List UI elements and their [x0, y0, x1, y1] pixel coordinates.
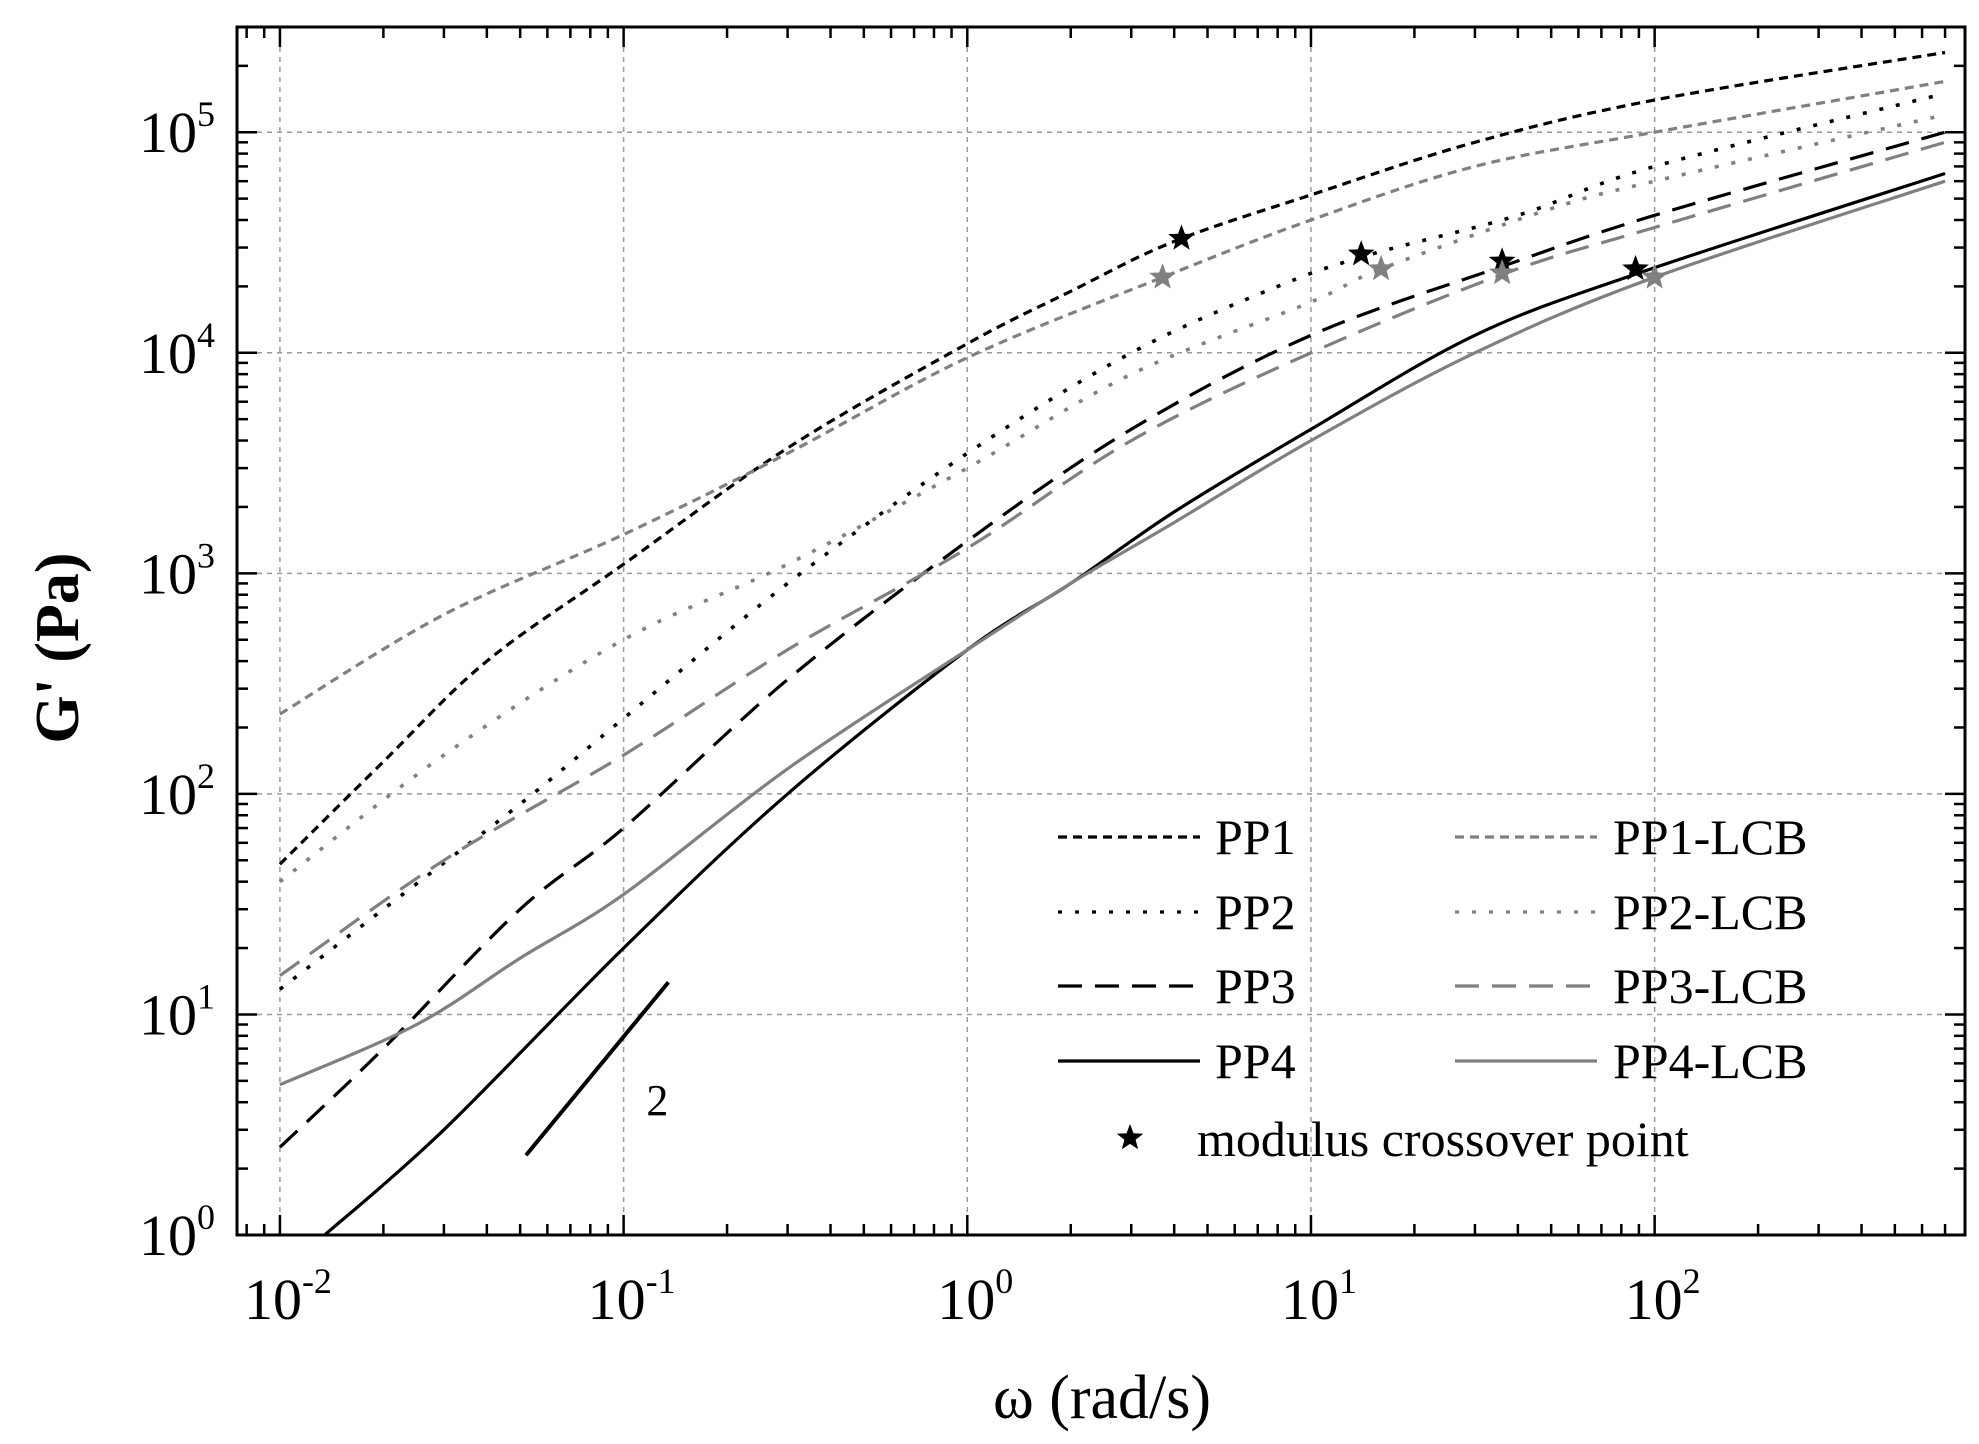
y-tick-label: 104: [139, 315, 215, 386]
series-line-pp2-lcb: [278, 113, 1946, 884]
y-tick-exponent: 5: [197, 94, 215, 134]
curves: [278, 50, 1946, 1235]
y-tick-exponent: 0: [197, 1197, 215, 1237]
axis-ticks: [237, 25, 1967, 1237]
crossover-star-pp4: [1622, 254, 1649, 281]
y-tick-label: 102: [139, 756, 215, 827]
x-tick-label: 101: [1281, 1261, 1357, 1332]
legend-label-pp1: PP1: [1215, 809, 1296, 865]
x-tick-label: 100: [937, 1261, 1013, 1332]
x-tick-exponent: -1: [646, 1261, 676, 1301]
grid: [237, 27, 1965, 1235]
legend-label-pp2: PP2: [1215, 884, 1296, 940]
legend-label-pp4-lcb: PP4-LCB: [1613, 1033, 1808, 1089]
y-tick-base: 10: [139, 1203, 197, 1268]
x-axis-title: ω (rad/s): [993, 1364, 1211, 1432]
y-tick-exponent: 2: [197, 756, 215, 796]
x-tick-exponent: 2: [1683, 1261, 1701, 1301]
y-axis-title: G' (Pa): [24, 552, 92, 743]
crossover-star-pp4-lcb: [1641, 263, 1668, 289]
legend-star-icon: [1116, 1124, 1144, 1150]
y-tick-label: 103: [139, 535, 215, 606]
x-tick-exponent: 1: [1339, 1261, 1357, 1301]
x-tick-label: 10-2: [244, 1261, 332, 1332]
series-line-pp1: [278, 50, 1946, 866]
x-tick-exponent: -2: [302, 1261, 332, 1301]
y-tick-exponent: 1: [197, 976, 215, 1016]
x-tick-exponent: 0: [995, 1261, 1013, 1301]
y-tick-base: 10: [139, 982, 197, 1047]
x-tick-base: 10: [244, 1267, 302, 1332]
x-tick-base: 10: [1625, 1267, 1683, 1332]
series-line-pp4-lcb: [279, 179, 1946, 1087]
series-line-pp2: [278, 91, 1946, 991]
x-tick-label: 10-1: [588, 1261, 676, 1332]
y-tick-base: 10: [139, 541, 197, 606]
x-tick-base: 10: [588, 1267, 646, 1332]
legend-label-crossover: modulus crossover point: [1197, 1111, 1689, 1167]
legend: PP1 PP2 PP3 PP4 PP1-LCB PP2-LCB PP3-LCB PP4-LCB…: [1058, 809, 1808, 1167]
x-tick-label: 102: [1625, 1261, 1701, 1332]
y-tick-base: 10: [139, 100, 197, 165]
slope-line: [524, 980, 670, 1157]
x-tick-labels: 10-2 10-1 100 101 102: [244, 1261, 1701, 1332]
crossover-markers: [1149, 224, 1668, 289]
crossover-star-pp2: [1347, 240, 1375, 266]
series-line-pp1-lcb: [279, 79, 1946, 716]
legend-label-pp3: PP3: [1215, 958, 1296, 1014]
crossover-star-pp3-lcb: [1488, 259, 1516, 285]
series-line-pp3-lcb: [278, 140, 1946, 977]
y-tick-label: 100: [139, 1197, 215, 1268]
y-tick-exponent: 4: [197, 315, 215, 355]
series-line-pp3: [278, 130, 1946, 1149]
legend-label-pp3-lcb: PP3-LCB: [1613, 958, 1808, 1014]
slope-label: 2: [646, 1076, 668, 1125]
legend-label-pp2-lcb: PP2-LCB: [1613, 884, 1808, 940]
y-tick-base: 10: [139, 762, 197, 827]
slope-annotation: 2: [524, 980, 670, 1157]
legend-label-pp4: PP4: [1215, 1033, 1296, 1089]
legend-label-pp1-lcb: PP1-LCB: [1613, 809, 1808, 865]
y-tick-base: 10: [139, 321, 197, 386]
x-tick-base: 10: [937, 1267, 995, 1332]
x-tick-base: 10: [1281, 1267, 1339, 1332]
crossover-star-pp1-lcb: [1149, 263, 1176, 289]
crossover-star-pp1: [1168, 224, 1195, 250]
y-tick-exponent: 3: [197, 535, 215, 575]
y-tick-label: 101: [139, 976, 215, 1047]
crossover-star-pp2-lcb: [1367, 254, 1395, 281]
y-tick-label: 105: [139, 94, 215, 165]
plot-frame: [235, 25, 1967, 1237]
